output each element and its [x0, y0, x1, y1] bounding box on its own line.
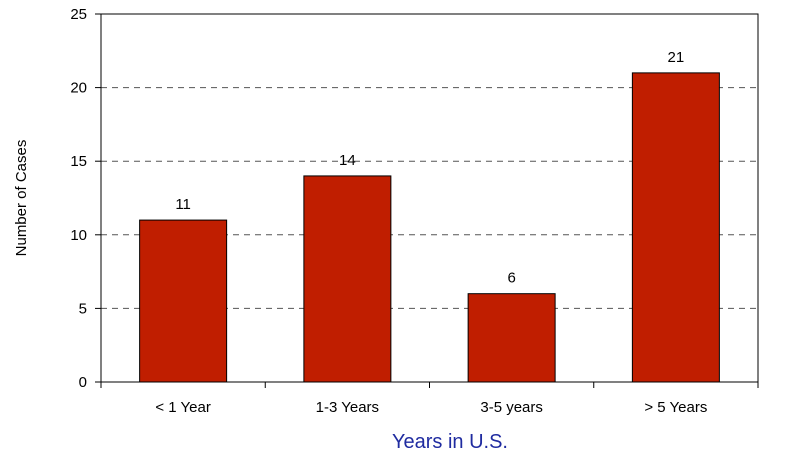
x-category-label: 1-3 Years: [316, 399, 379, 416]
y-tick-label: 0: [79, 374, 87, 391]
bar: [467, 293, 556, 383]
bar-value-label: 14: [339, 152, 356, 169]
bars: [139, 72, 720, 383]
y-tick-label: 25: [70, 6, 87, 23]
y-axis: 0 5 10 15 20 25: [70, 6, 101, 391]
x-axis-title: Years in U.S.: [392, 431, 508, 453]
bar: [303, 175, 392, 383]
x-category-label: < 1 Year: [155, 399, 210, 416]
y-tick-label: 20: [70, 80, 87, 97]
x-category-label: > 5 Years: [644, 399, 707, 416]
y-axis-title: Number of Cases: [13, 140, 30, 257]
data-labels: 11 14 6 21: [175, 49, 684, 287]
bar-value-label: 21: [668, 49, 685, 66]
y-tick-label: 15: [70, 153, 87, 170]
x-axis: < 1 Year 1-3 Years 3-5 years > 5 Years: [100, 382, 759, 416]
y-tick-label: 5: [79, 300, 87, 317]
bar-value-label: 6: [507, 270, 515, 287]
bar: [139, 219, 228, 383]
y-tick-label: 10: [70, 227, 87, 244]
x-category-label: 3-5 years: [480, 399, 543, 416]
bar-value-label: 11: [175, 196, 191, 213]
bar: [631, 72, 720, 383]
